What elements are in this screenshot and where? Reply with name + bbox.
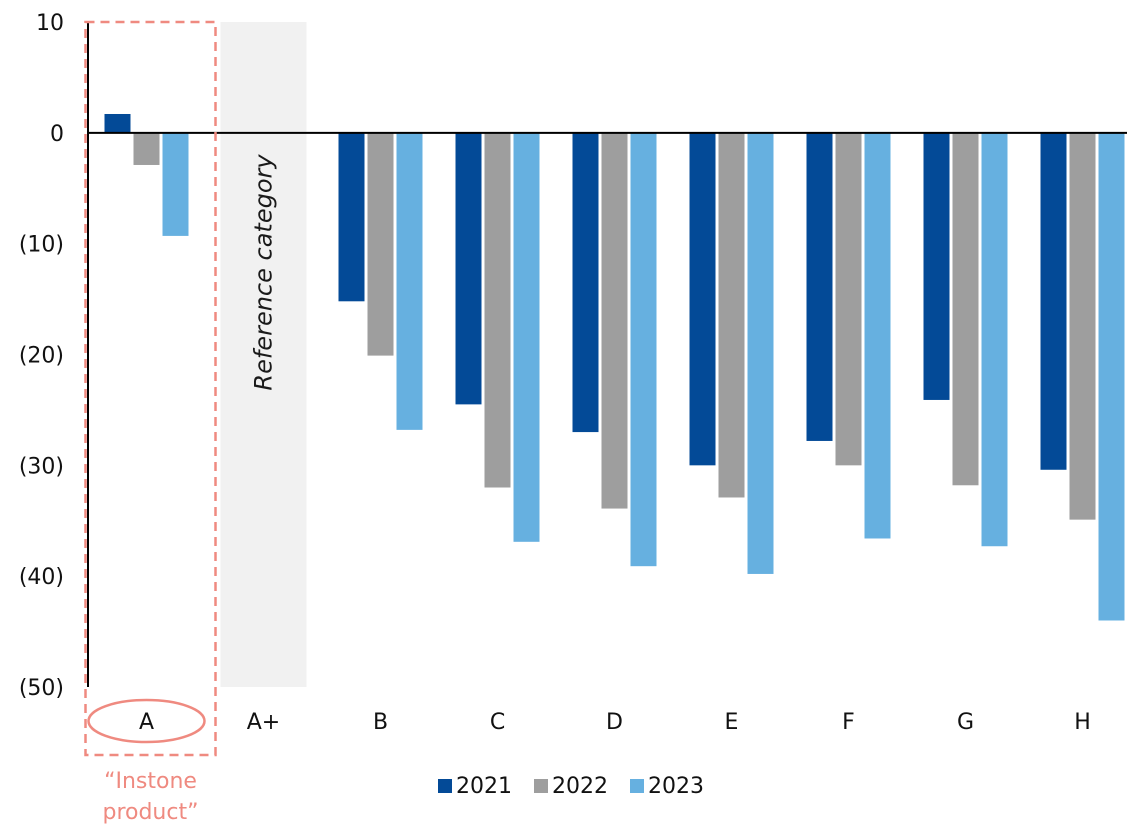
- legend-label-2023: 2023: [648, 774, 704, 799]
- x-tick-label: F: [842, 710, 855, 735]
- bar-A-2022: [133, 132, 160, 165]
- highlight-label: “Instone product”: [102, 769, 198, 825]
- bar-C-2023: [513, 132, 540, 542]
- bar-F-2022: [835, 132, 862, 466]
- y-tick-label: (50): [19, 676, 64, 701]
- legend-label-2022: 2022: [552, 774, 608, 799]
- bar-G-2021: [923, 132, 950, 400]
- bar-B-2023: [396, 132, 423, 430]
- bar-G-2022: [952, 132, 979, 486]
- legend-swatch-2022: [534, 779, 548, 793]
- bar-B-2021: [338, 132, 365, 302]
- bar-C-2022: [484, 132, 511, 488]
- bar-A-2023: [162, 132, 189, 236]
- reference-category-label: Reference category: [250, 154, 278, 391]
- bar-D-2022: [601, 132, 628, 509]
- x-tick-label: G: [957, 710, 974, 735]
- y-tick-label: 0: [50, 122, 64, 147]
- y-tick-label: (30): [19, 454, 64, 479]
- bar-E-2023: [747, 132, 774, 574]
- x-tick-label: B: [373, 710, 388, 735]
- bar-G-2023: [981, 132, 1008, 547]
- x-tick-label: A+: [247, 710, 280, 735]
- bar-C-2021: [455, 132, 482, 405]
- legend-label-2021: 2021: [456, 774, 512, 799]
- bar-A-2021: [104, 113, 131, 133]
- highlight-ellipse: [87, 698, 206, 744]
- bar-F-2021: [806, 132, 833, 441]
- bar-H-2022: [1069, 132, 1096, 520]
- bar-B-2022: [367, 132, 394, 356]
- highlight-dashed-box: [84, 20, 217, 757]
- y-tick-label: (40): [19, 565, 64, 590]
- x-tick-label: C: [490, 710, 505, 735]
- x-tick-label: E: [725, 710, 739, 735]
- legend-swatch-2021: [438, 779, 452, 793]
- bar-F-2023: [864, 132, 891, 539]
- bar-D-2021: [572, 132, 599, 433]
- y-tick-label: 10: [36, 11, 64, 36]
- legend-swatch-2023: [630, 779, 644, 793]
- y-tick-label: (20): [19, 344, 64, 369]
- x-tick-label: D: [606, 710, 623, 735]
- y-tick-label: (10): [19, 233, 64, 258]
- x-tick-label: H: [1074, 710, 1091, 735]
- x-tick-label: A: [139, 710, 154, 735]
- bar-H-2023: [1098, 132, 1125, 621]
- bar-E-2022: [718, 132, 745, 498]
- bar-H-2021: [1040, 132, 1067, 470]
- bar-E-2021: [689, 132, 716, 466]
- bar-D-2023: [630, 132, 657, 567]
